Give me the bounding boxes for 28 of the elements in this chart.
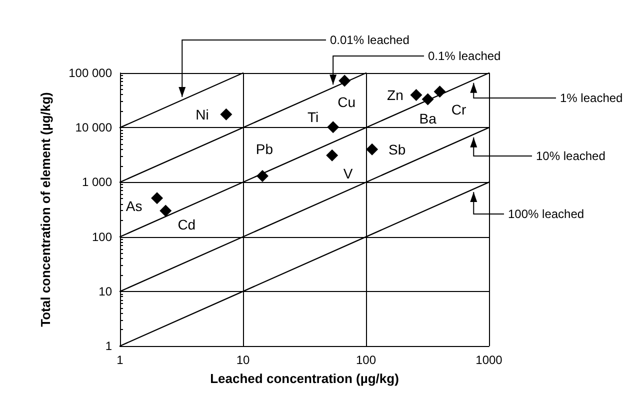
- y-tick-label: 100: [92, 230, 112, 244]
- annotation: V: [343, 165, 354, 182]
- text: 0.1% leached: [428, 49, 501, 63]
- x-tick-label: 1: [116, 353, 124, 367]
- x-tick-label: 1000: [476, 353, 503, 367]
- y-tick-label: 10: [98, 284, 112, 298]
- annotation: Cd: [178, 216, 196, 233]
- text: 1% leached: [560, 91, 623, 105]
- y-tick-label: 1: [105, 339, 112, 353]
- y-axis-title: Total concentration of element (µg/kg): [38, 92, 53, 327]
- annotation: Cr: [451, 102, 467, 118]
- annotation: Cu: [338, 94, 356, 110]
- x-axis-title: Leached concentration (µg/kg): [210, 371, 399, 386]
- annotation: Ti: [308, 109, 319, 126]
- y-tick-label: 100 000: [68, 66, 112, 80]
- text: 100% leached: [508, 207, 584, 221]
- x-tick-label: 100: [356, 353, 376, 367]
- text: 10% leached: [536, 149, 606, 163]
- annotation: Sb: [388, 141, 406, 158]
- x-tick-label: 10: [236, 353, 250, 367]
- annotation: Zn: [387, 87, 404, 104]
- y-tick-label: 10 000: [75, 120, 112, 135]
- annotation: Ba: [419, 110, 437, 126]
- annotation: Ni: [196, 106, 209, 122]
- text: 0.01% leached: [330, 33, 410, 47]
- y-tick-label: 1 000: [82, 175, 112, 190]
- annotation: As: [126, 198, 142, 214]
- annotation: Pb: [256, 140, 274, 157]
